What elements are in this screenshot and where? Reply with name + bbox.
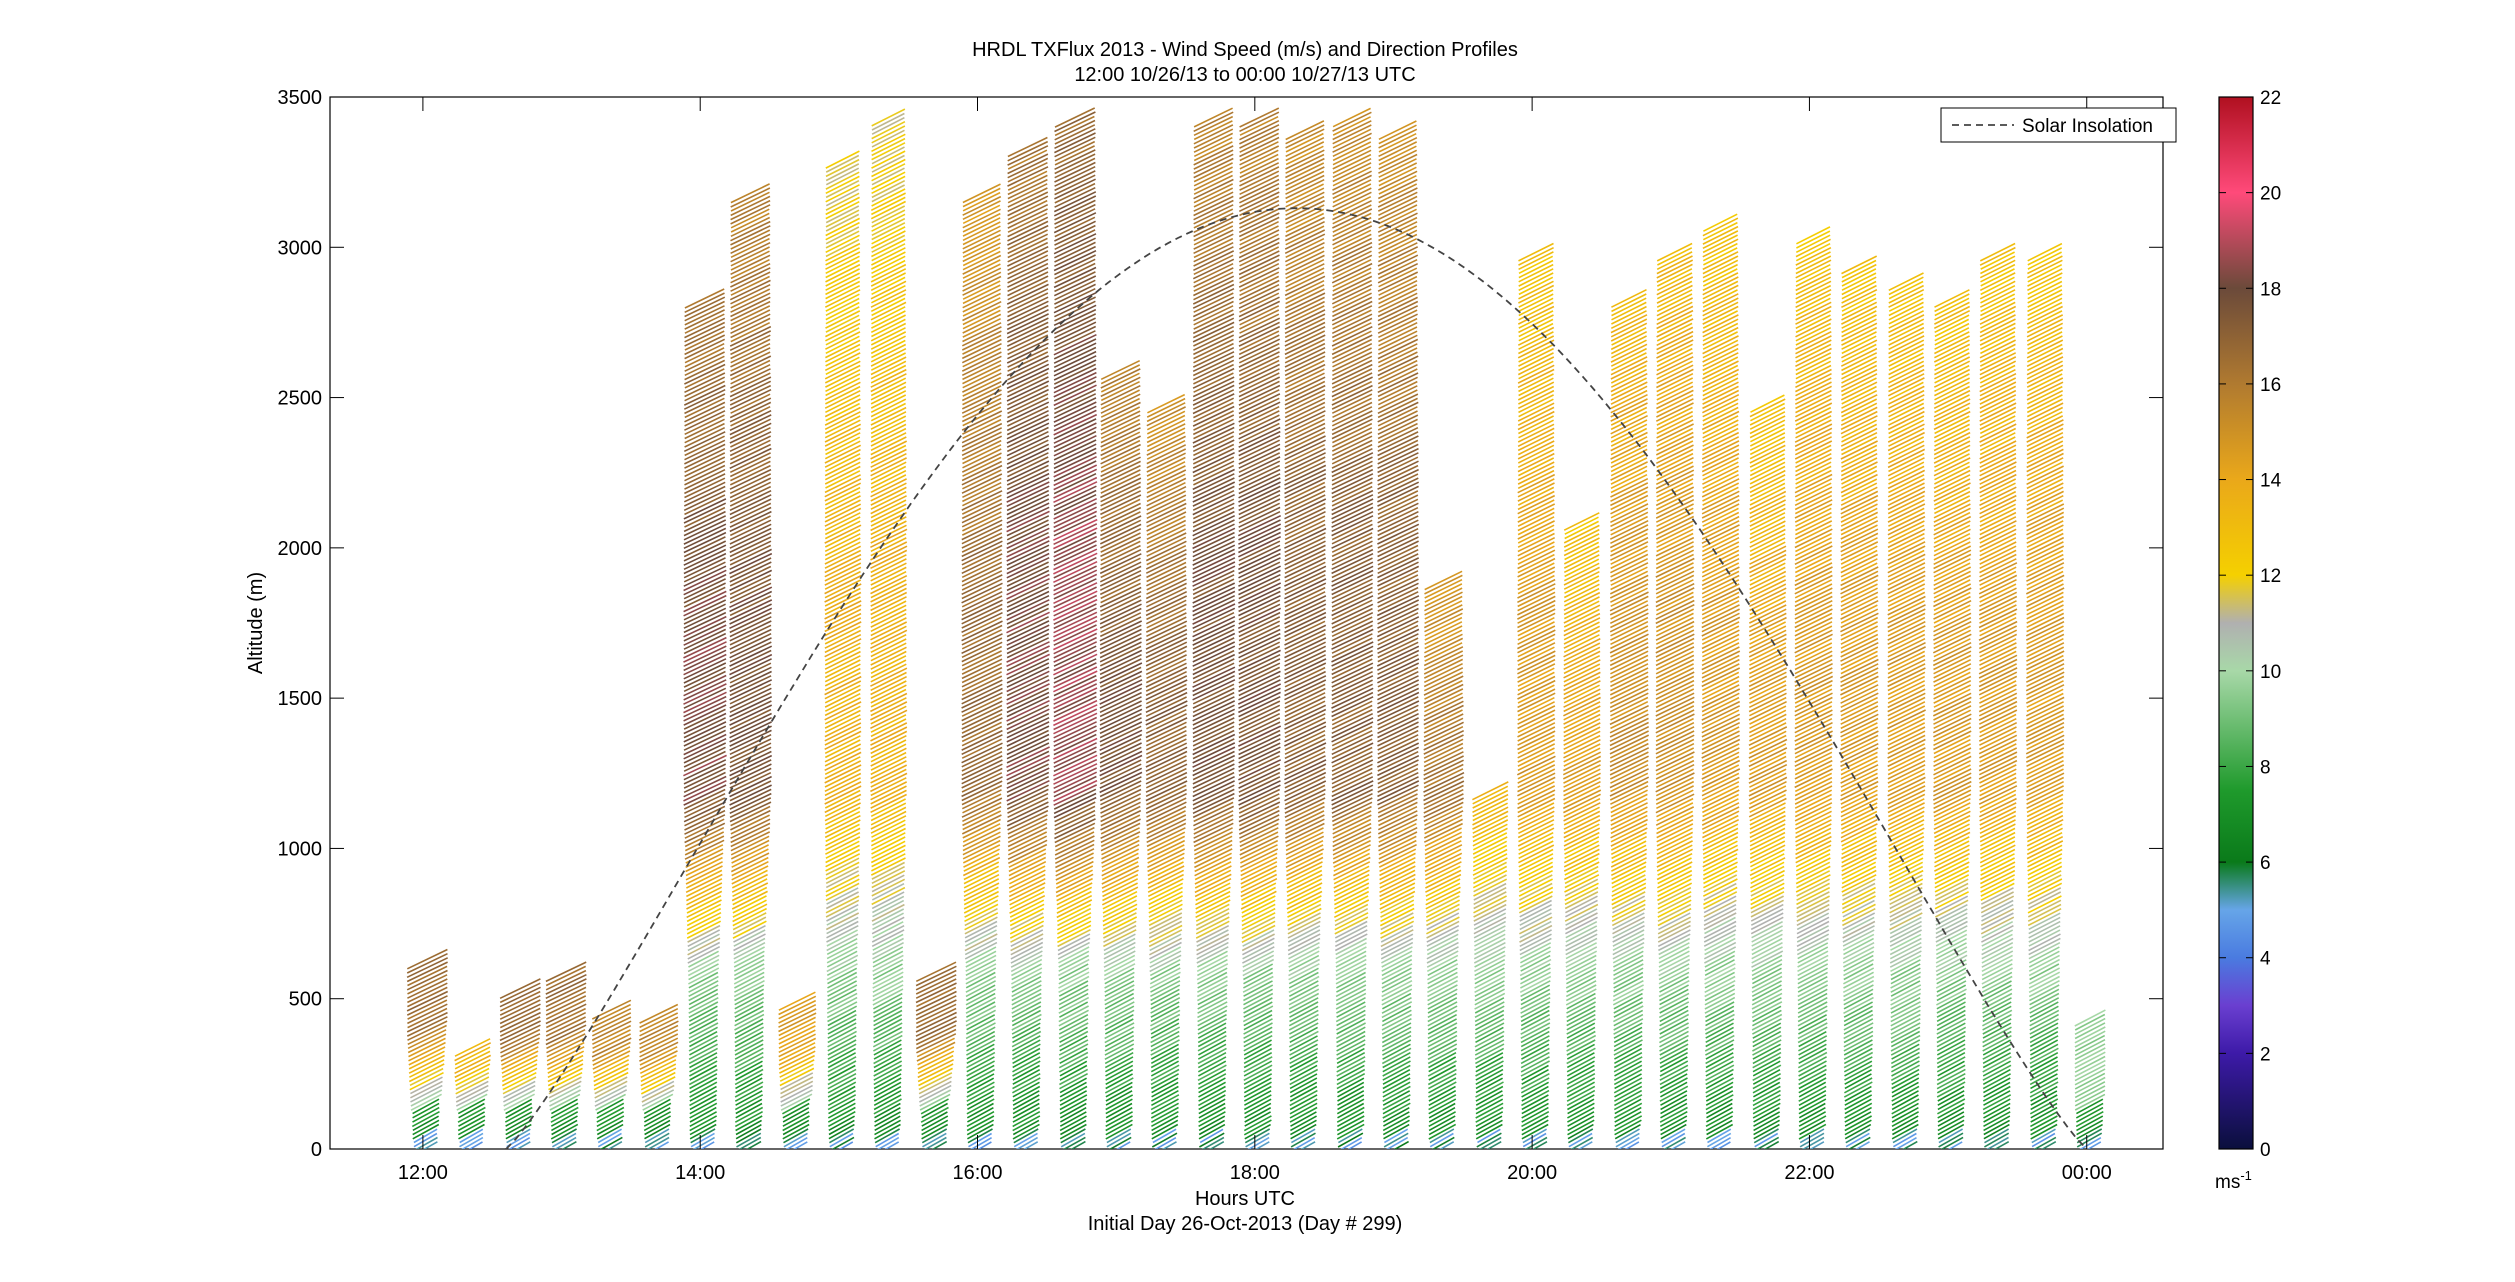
chart-title-line2: 12:00 10/26/13 to 00:00 10/27/13 UTC <box>1074 64 1415 86</box>
wind-profile-figure: HRDL TXFlux 2013 - Wind Speed (m/s) and … <box>0 0 2515 1282</box>
chart-title-line1: HRDL TXFlux 2013 - Wind Speed (m/s) and … <box>972 39 1518 61</box>
